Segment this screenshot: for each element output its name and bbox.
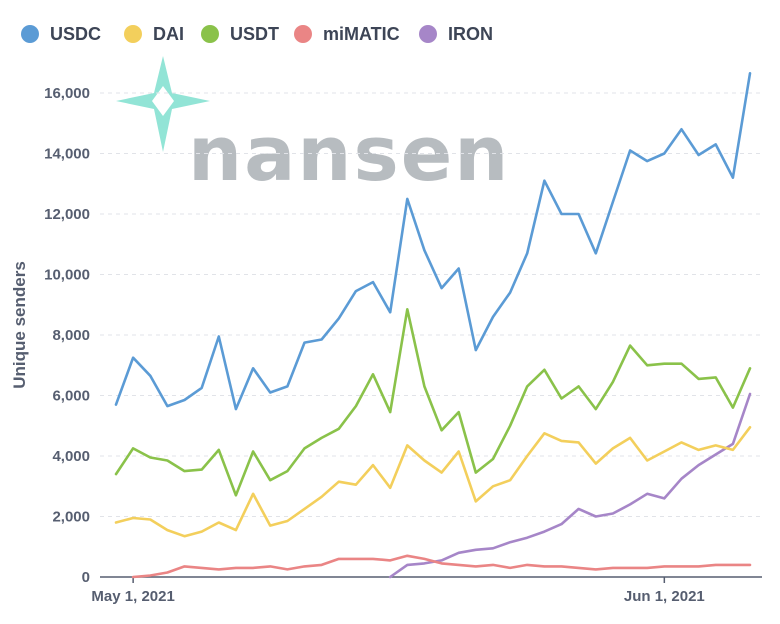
legend-item-usdt[interactable]: USDT <box>201 24 279 44</box>
legend-label: USDC <box>50 24 101 44</box>
legend-item-iron[interactable]: IRON <box>419 24 493 44</box>
y-tick-label: 14,000 <box>44 146 90 163</box>
legend-swatch <box>419 25 437 43</box>
series-line-usdt <box>114 308 752 497</box>
legend-swatch <box>21 25 39 43</box>
y-tick-label: 8,000 <box>52 327 90 344</box>
x-tick-label: May 1, 2021 <box>91 588 174 605</box>
y-tick-label: 6,000 <box>52 388 90 405</box>
grid-lines <box>100 92 762 517</box>
y-tick-label: 0 <box>82 569 90 586</box>
legend: USDC DAI USDT miMATIC IRON <box>21 24 493 44</box>
series-line-iron <box>388 392 752 579</box>
legend-item-usdc[interactable]: USDC <box>21 24 101 44</box>
y-tick-label: 4,000 <box>52 448 90 465</box>
legend-label: IRON <box>448 24 493 44</box>
series-line-usdc <box>114 72 752 411</box>
legend-label: miMATIC <box>323 24 400 44</box>
legend-item-dai[interactable]: DAI <box>124 24 184 44</box>
y-tick-label: 2,000 <box>52 509 90 526</box>
y-tick-label: 10,000 <box>44 267 90 284</box>
legend-item-mimatic[interactable]: miMATIC <box>294 24 400 44</box>
y-axis-ticks: 0 2,000 4,000 6,000 8,000 10,000 12,000 14,000 1… <box>44 85 90 586</box>
legend-swatch <box>201 25 219 43</box>
nansen-logo-watermark: nansen <box>116 56 508 198</box>
y-axis-title: Unique senders <box>10 261 29 389</box>
x-axis-ticks: May 1, 2021 Jun 1, 2021 <box>91 577 705 605</box>
series-line-mimatic <box>131 554 752 579</box>
series-lines <box>114 72 752 579</box>
x-tick-label: Jun 1, 2021 <box>624 588 705 605</box>
y-tick-label: 12,000 <box>44 206 90 223</box>
legend-label: USDT <box>230 24 279 44</box>
legend-swatch <box>124 25 142 43</box>
y-tick-label: 16,000 <box>44 85 90 102</box>
series-line-dai <box>114 426 752 538</box>
legend-swatch <box>294 25 312 43</box>
legend-label: DAI <box>153 24 184 44</box>
